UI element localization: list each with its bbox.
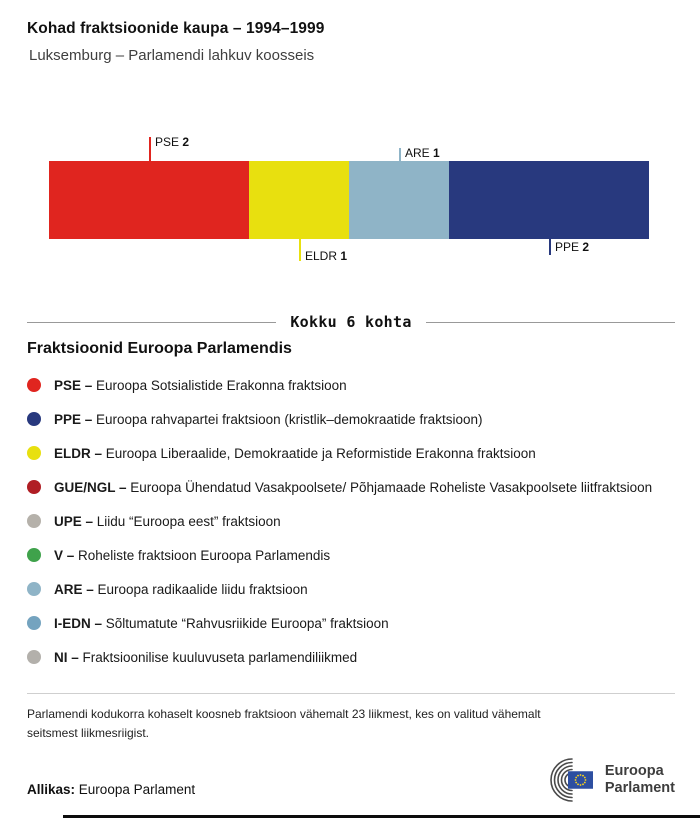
source-label: Allikas: xyxy=(27,782,76,797)
source-line: Allikas: Euroopa Parlament xyxy=(27,782,195,797)
ep-logo-line1: Euroopa xyxy=(604,762,664,779)
legend-item: ARE – Euroopa radikaalide liidu fraktsio… xyxy=(27,572,675,606)
bottom-rule xyxy=(63,815,700,818)
legend-dot-icon xyxy=(27,650,41,664)
legend-item: PSE – Euroopa Sotsialistide Erakonna fra… xyxy=(27,368,675,402)
legend-item: I-EDN – Sõltumatute “Rahvusriikide Euroo… xyxy=(27,606,675,640)
footer: Allikas: Euroopa Parlament xyxy=(27,758,675,802)
total-seats-divider: Kokku 6 kohta xyxy=(27,313,675,331)
legend-item: PPE – Euroopa rahvapartei fraktsioon (kr… xyxy=(27,402,675,436)
legend-dot-icon xyxy=(27,480,41,494)
ep-logo: Euroopa Parlament xyxy=(546,758,675,802)
source-text: Euroopa Parlament xyxy=(78,782,196,797)
legend-dot-icon xyxy=(27,514,41,528)
callout-label-ppe: PPE 2 xyxy=(555,240,590,254)
page-subtitle: Luksemburg – Parlamendi lahkuv koosseis xyxy=(29,47,315,64)
legend-list: PSE – Euroopa Sotsialistide Erakonna fra… xyxy=(27,368,675,674)
bar-segment-ppe xyxy=(449,161,649,239)
callout-line-ppe xyxy=(549,239,551,255)
legend-item: GUE/NGL – Euroopa Ühendatud Vasakpoolset… xyxy=(27,470,675,504)
legend-dot-icon xyxy=(27,616,41,630)
legend-item-text: V – Roheliste fraktsioon Euroopa Parlame… xyxy=(54,547,331,563)
legend-dot-icon xyxy=(27,412,41,426)
legend-dot-icon xyxy=(27,378,41,392)
legend-item-text: ARE – Euroopa radikaalide liidu fraktsio… xyxy=(54,581,308,597)
callout-line-are xyxy=(399,148,401,161)
legend-item-text: PPE – Euroopa rahvapartei fraktsioon (kr… xyxy=(54,411,483,427)
callout-line-eldr xyxy=(299,239,301,261)
bar-segment-pse xyxy=(49,161,249,239)
bar-segment-eldr xyxy=(249,161,349,239)
legend-item: UPE – Liidu “Euroopa eest” fraktsioon xyxy=(27,504,675,538)
stacked-bar xyxy=(49,161,649,239)
bar-segment-are xyxy=(349,161,449,239)
legend-dot-icon xyxy=(27,446,41,460)
legend-heading: Fraktsioonid Euroopa Parlamendis xyxy=(27,340,292,357)
legend-item-text: PSE – Euroopa Sotsialistide Erakonna fra… xyxy=(54,377,347,393)
callout-label-pse: PSE 2 xyxy=(154,135,190,149)
legend-item: NI – Fraktsioonilise kuuluvuseta parlame… xyxy=(27,640,675,674)
legend-item-text: NI – Fraktsioonilise kuuluvuseta parlame… xyxy=(54,649,358,665)
total-seats-label: Kokku 6 kohta xyxy=(290,313,412,331)
ep-logo-line2: Parlament xyxy=(604,780,675,796)
legend-item-text: ELDR – Euroopa Liberaalide, Demokraatide… xyxy=(54,445,536,461)
footnote-divider xyxy=(27,693,675,694)
callout-label-are: ARE 1 xyxy=(405,146,440,160)
legend-item-text: GUE/NGL – Euroopa Ühendatud Vasakpoolset… xyxy=(54,479,653,495)
legend-item-text: UPE – Liidu “Euroopa eest” fraktsioon xyxy=(54,513,281,529)
legend-item: ELDR – Euroopa Liberaalide, Demokraatide… xyxy=(27,436,675,470)
legend-item-text: I-EDN – Sõltumatute “Rahvusriikide Euroo… xyxy=(54,615,389,631)
ep-logo-text: Euroopa Parlament xyxy=(605,763,675,798)
seats-stacked-bar-chart: PSE 2 ELDR 1 ARE 1 PPE 2 xyxy=(49,129,649,269)
callout-line-pse xyxy=(149,137,151,161)
divider-line-left xyxy=(27,321,277,323)
callout-label-eldr: ELDR 1 xyxy=(305,249,348,263)
divider-line-right xyxy=(425,321,675,323)
page-title: Kohad fraktsioonide kaupa – 1994–1999 xyxy=(27,20,325,37)
legend-dot-icon xyxy=(27,582,41,596)
footnote: Parlamendi kodukorra kohaselt koosneb fr… xyxy=(27,707,541,740)
ep-hemicycle-flag-icon xyxy=(550,758,593,802)
legend-item: V – Roheliste fraktsioon Euroopa Parlame… xyxy=(27,538,675,572)
legend-dot-icon xyxy=(27,548,41,562)
